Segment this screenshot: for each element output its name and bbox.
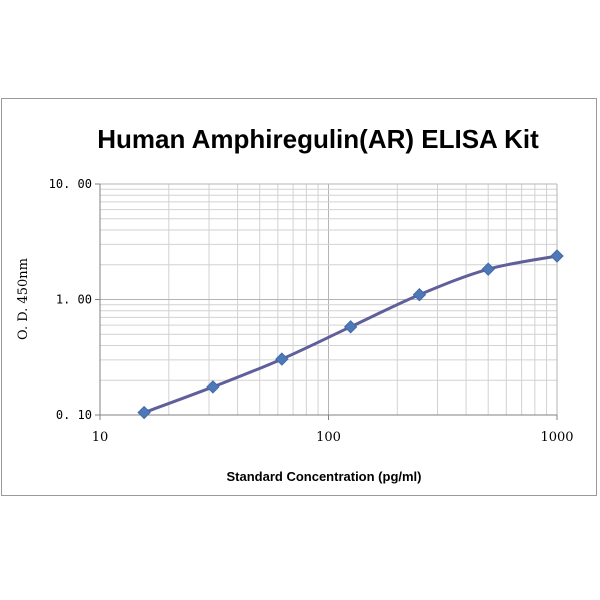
x-axis-label: Standard Concentration (pg/ml) [227, 469, 422, 484]
y-tick-label: 0. 10 [56, 408, 92, 422]
y-tick-labels: 0. 10 1. 00 10. 00 [49, 177, 92, 422]
data-point [481, 262, 495, 276]
data-point [343, 320, 358, 334]
data-points [137, 249, 564, 420]
y-axis-label: O. D. 450nm [16, 258, 31, 340]
chart-title: Human Amphiregulin(AR) ELISA Kit [97, 124, 539, 154]
data-point [550, 249, 564, 263]
x-tick-label: 100 [316, 430, 341, 445]
x-tick-label: 1000 [540, 430, 573, 445]
x-tick-label: 10 [92, 430, 109, 445]
y-tick-label: 1. 00 [56, 293, 92, 307]
x-tick-labels: 10 100 1000 [92, 430, 574, 445]
data-point [137, 405, 151, 420]
data-point [275, 352, 289, 366]
plot-axes [95, 183, 558, 420]
grid-lines [100, 183, 558, 415]
data-point [206, 380, 220, 394]
data-point [412, 288, 427, 302]
y-tick-label: 10. 00 [49, 177, 92, 191]
